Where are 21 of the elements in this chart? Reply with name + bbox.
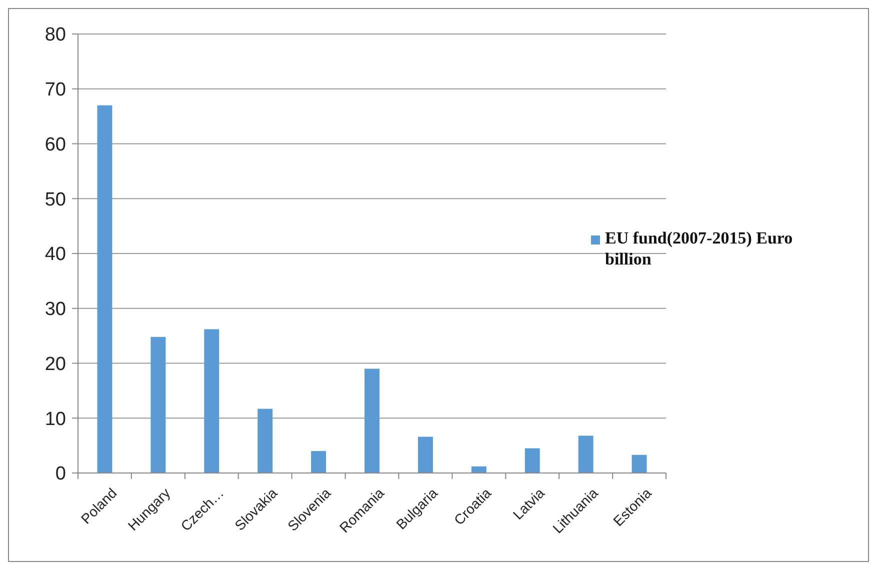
bar — [418, 436, 433, 473]
bar — [150, 336, 166, 473]
y-tick-label: 60 — [44, 134, 66, 156]
y-tick-label: 70 — [44, 80, 66, 101]
y-tick-label: 0 — [55, 464, 66, 485]
y-tick-label: 30 — [44, 299, 66, 320]
legend-label: EU fund(2007-2015) Euro billion — [605, 228, 793, 268]
y-tick-label: 40 — [44, 244, 66, 266]
bar — [578, 436, 594, 473]
y-tick-label: 20 — [44, 354, 66, 375]
y-tick-label: 50 — [44, 189, 66, 210]
y-tick-label: 10 — [44, 408, 66, 430]
bar — [471, 466, 486, 473]
bar — [524, 448, 540, 473]
bar — [364, 368, 380, 473]
bar — [258, 408, 273, 473]
bar — [632, 454, 647, 473]
bar — [311, 451, 326, 473]
y-tick-label: 80 — [44, 24, 66, 46]
bar — [97, 105, 112, 473]
bar — [204, 329, 220, 473]
